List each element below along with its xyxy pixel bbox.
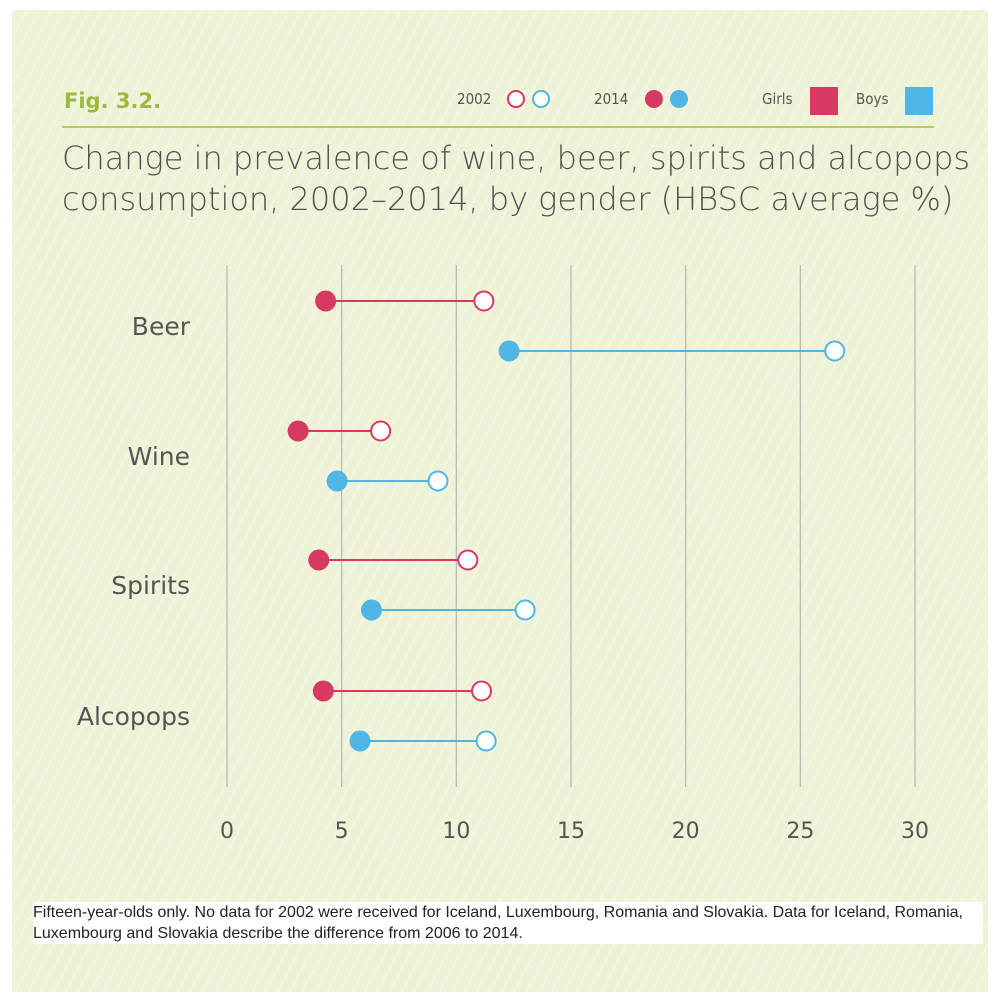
point-2002-alcopops-girls xyxy=(471,680,493,702)
legend-filled-circle-girls xyxy=(645,90,663,108)
x-tick-label-15: 15 xyxy=(557,819,585,844)
figure-panel xyxy=(12,10,988,992)
category-label-spirits: Spirits xyxy=(111,571,190,600)
point-2014-spirits-boys xyxy=(360,599,382,621)
chart-title-line-1: Change in prevalence of wine, beer, spir… xyxy=(62,139,971,177)
footnote: Fifteen-year-olds only. No data for 2002… xyxy=(33,902,983,944)
legend-boys-swatch xyxy=(905,87,933,115)
legend-open-circle-girls xyxy=(507,90,525,108)
category-label-beer: Beer xyxy=(132,312,191,341)
point-2002-wine-girls xyxy=(370,420,392,442)
x-tick-label-5: 5 xyxy=(335,819,349,844)
x-tick-label-20: 20 xyxy=(672,819,700,844)
legend-year-filled-label: 2014 xyxy=(594,90,629,108)
point-2014-beer-boys xyxy=(498,340,520,362)
x-tick-label-25: 25 xyxy=(786,819,814,844)
legend-open-circle-boys xyxy=(532,90,550,108)
figure-label: Fig. 3.2. xyxy=(64,89,162,113)
point-2014-alcopops-girls xyxy=(312,680,334,702)
point-2014-spirits-girls xyxy=(308,549,330,571)
x-tick-label-30: 30 xyxy=(901,819,929,844)
point-2002-beer-girls xyxy=(473,290,495,312)
point-2002-spirits-girls xyxy=(457,549,479,571)
title-rule xyxy=(62,126,934,128)
x-tick-label-0: 0 xyxy=(220,819,234,844)
point-2002-spirits-boys xyxy=(514,599,536,621)
point-2002-beer-boys xyxy=(824,340,846,362)
point-2002-wine-boys xyxy=(427,470,449,492)
legend-filled-circles xyxy=(645,90,688,108)
legend: 2002 2014 Girls Boys xyxy=(440,86,940,115)
point-2014-beer-girls xyxy=(315,290,337,312)
point-2014-alcopops-boys xyxy=(349,730,371,752)
category-label-wine: Wine xyxy=(128,442,190,471)
legend-filled-circle-boys xyxy=(670,90,688,108)
chart-title-line-2: consumption, 2002–2014, by gender (HBSC … xyxy=(62,180,954,218)
point-2014-wine-boys xyxy=(326,470,348,492)
legend-girls-label: Girls xyxy=(762,90,793,108)
point-2014-wine-girls xyxy=(287,420,309,442)
legend-boys-label: Boys xyxy=(856,90,889,108)
chart-title: Change in prevalence of wine, beer, spir… xyxy=(62,138,971,220)
legend-open-circles xyxy=(507,90,550,108)
point-2002-alcopops-boys xyxy=(475,730,497,752)
legend-year-open-label: 2002 xyxy=(457,90,492,108)
legend-girls-swatch xyxy=(810,87,838,115)
x-tick-label-10: 10 xyxy=(442,819,470,844)
category-label-alcopops: Alcopops xyxy=(77,702,190,731)
